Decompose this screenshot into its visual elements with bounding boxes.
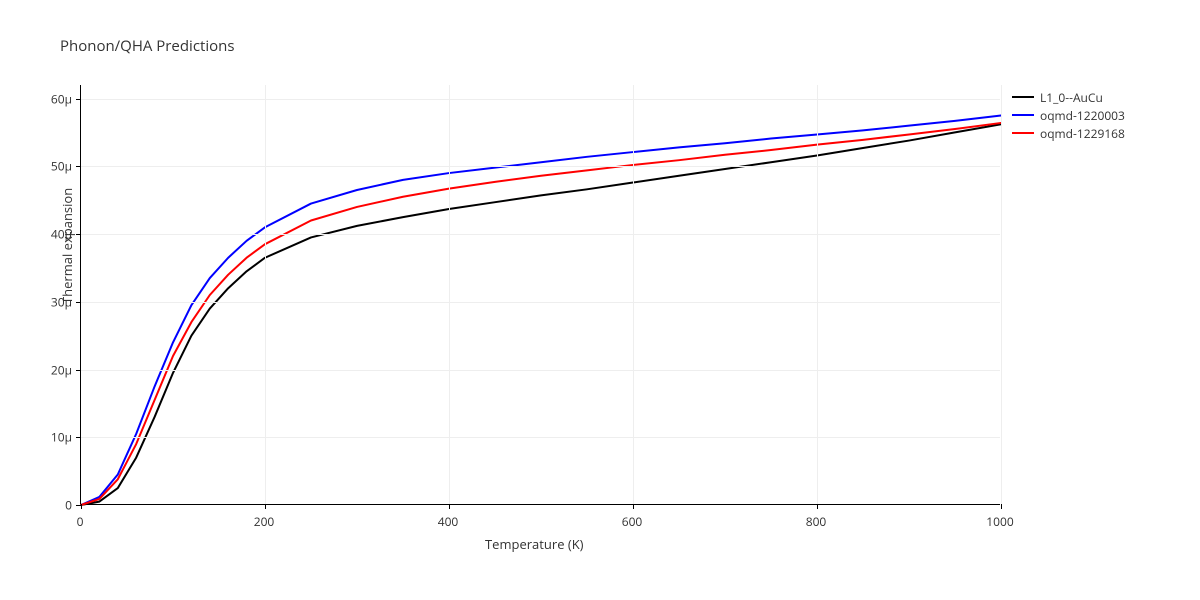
gridline-h (81, 437, 1000, 438)
legend-item[interactable]: oqmd-1220003 (1012, 106, 1125, 124)
gridline-h (81, 370, 1000, 371)
y-tick-label: 60µ (44, 90, 72, 107)
gridline-h (81, 234, 1000, 235)
tick-mark-y (76, 437, 81, 438)
tick-mark-y (76, 370, 81, 371)
legend-item[interactable]: oqmd-1229168 (1012, 124, 1125, 142)
legend-swatch (1012, 96, 1034, 98)
gridline-h (81, 99, 1000, 100)
x-tick-label: 200 (254, 513, 275, 530)
legend-label: oqmd-1229168 (1040, 125, 1125, 142)
legend-swatch (1012, 132, 1034, 134)
y-tick-label: 50µ (44, 158, 72, 175)
tick-mark-x (449, 504, 450, 509)
x-tick-label: 1000 (986, 513, 1013, 530)
gridline-v (633, 85, 634, 504)
y-tick-label: 10µ (44, 429, 72, 446)
x-tick-label: 800 (806, 513, 827, 530)
x-tick-label: 400 (438, 513, 459, 530)
tick-mark-y (76, 99, 81, 100)
gridline-v (1001, 85, 1002, 504)
tick-mark-y (76, 166, 81, 167)
tick-mark-x (1001, 504, 1002, 509)
y-tick-label: 40µ (44, 226, 72, 243)
tick-mark-x (633, 504, 634, 509)
legend: L1_0--AuCuoqmd-1220003oqmd-1229168 (1012, 88, 1125, 142)
gridline-v (449, 85, 450, 504)
plot-area (80, 85, 1000, 505)
tick-mark-x (81, 504, 82, 509)
legend-label: oqmd-1220003 (1040, 107, 1125, 124)
gridline-h (81, 166, 1000, 167)
tick-mark-y (76, 302, 81, 303)
gridline-v (817, 85, 818, 504)
chart-lines (81, 85, 1001, 505)
x-tick-label: 0 (77, 513, 84, 530)
series-line (81, 123, 1001, 505)
y-tick-label: 20µ (44, 361, 72, 378)
gridline-v (265, 85, 266, 504)
tick-mark-y (76, 505, 81, 506)
tick-mark-x (265, 504, 266, 509)
chart-title: Phonon/QHA Predictions (60, 36, 235, 56)
chart-container: Phonon/QHA Predictions Temperature (K) T… (0, 0, 1200, 600)
y-tick-label: 0 (44, 497, 72, 514)
tick-mark-y (76, 234, 81, 235)
series-line (81, 115, 1001, 505)
x-axis-label: Temperature (K) (485, 535, 584, 553)
tick-mark-x (817, 504, 818, 509)
y-tick-label: 30µ (44, 293, 72, 310)
y-axis-label: Thermal expansion (58, 188, 76, 304)
gridline-h (81, 302, 1000, 303)
legend-item[interactable]: L1_0--AuCu (1012, 88, 1125, 106)
series-line (81, 124, 1001, 505)
legend-swatch (1012, 114, 1034, 116)
x-tick-label: 600 (622, 513, 643, 530)
legend-label: L1_0--AuCu (1040, 89, 1103, 106)
